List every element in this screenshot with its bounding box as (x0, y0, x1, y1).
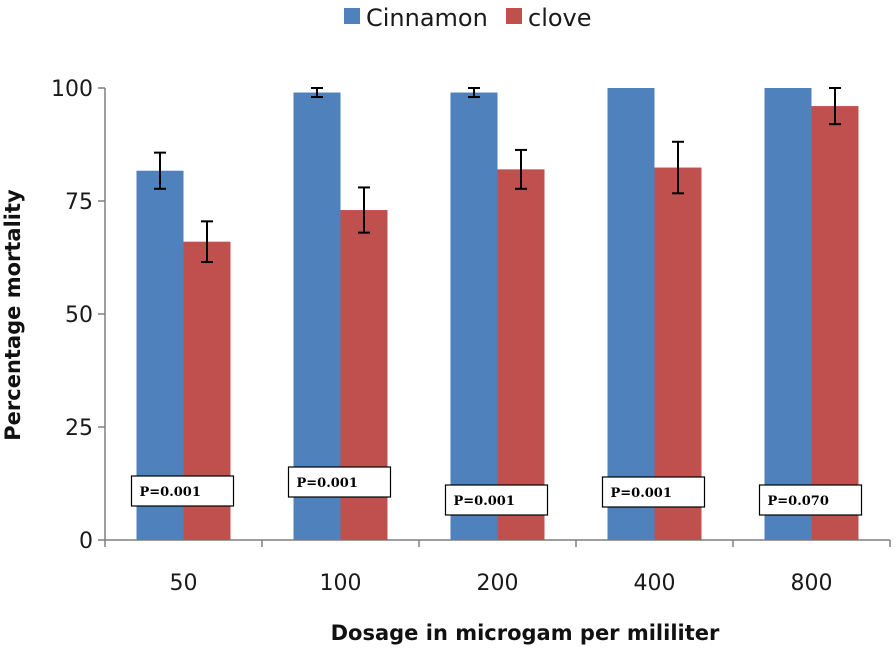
y-tick-label: 75 (65, 190, 93, 215)
p-value-label: P=0.001 (454, 494, 515, 509)
p-value-label: P=0.001 (297, 476, 358, 491)
p-value-label: P=0.001 (140, 485, 201, 500)
legend-label-cinnamon: Cinnamon (366, 4, 488, 32)
bar-clove-200 (497, 169, 545, 541)
y-tick-label: 0 (79, 529, 93, 554)
legend-swatch-cinnamon (344, 8, 360, 24)
x-tick-label: 100 (320, 571, 362, 596)
p-value-box (601, 476, 706, 508)
y-axis-title: Percentage mortality (1, 189, 25, 441)
p-value-label: P=0.001 (611, 486, 672, 501)
bar-cinnamon-400 (607, 88, 655, 540)
bar-cinnamon-200 (450, 92, 498, 541)
legend-label-clove: clove (528, 4, 592, 32)
p-value-label: P=0.070 (768, 494, 829, 509)
y-tick-label: 100 (51, 77, 93, 102)
x-tick-label: 800 (791, 571, 833, 596)
p-value-box (130, 475, 235, 507)
bar-cinnamon-800 (764, 88, 812, 540)
y-tick-label: 50 (65, 303, 93, 328)
legend: Cinnamon clove (344, 4, 592, 32)
p-value-box (287, 466, 392, 498)
y-tick-label: 25 (65, 416, 93, 441)
p-value-box (758, 484, 863, 516)
x-tick-label: 400 (634, 571, 676, 596)
x-axis-title: Dosage in microgam per mililiter (331, 621, 720, 645)
legend-swatch-clove (506, 8, 522, 24)
bar-clove-800 (811, 106, 859, 540)
x-tick-label: 50 (170, 571, 198, 596)
p-value-box (444, 484, 549, 516)
x-tick-label: 200 (477, 571, 519, 596)
bar-cinnamon-100 (293, 92, 341, 541)
